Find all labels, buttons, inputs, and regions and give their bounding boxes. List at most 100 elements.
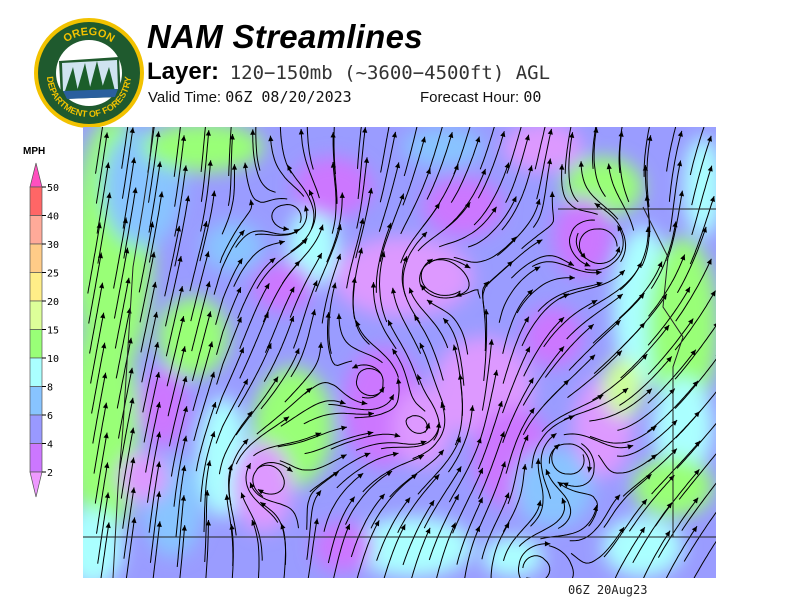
- streamline-arrow: [242, 438, 249, 445]
- streamline-arrow: [352, 363, 359, 369]
- streamline-arrow: [349, 496, 355, 503]
- streamline-arrow: [250, 129, 256, 135]
- streamline-arrow: [345, 524, 351, 531]
- streamline: [417, 436, 461, 495]
- streamline: [277, 426, 348, 448]
- streamline-arrow: [402, 256, 408, 263]
- streamline: [401, 256, 421, 324]
- forecast-hour-value: 00: [523, 88, 542, 106]
- streamline-arrow: [202, 221, 209, 227]
- streamline-arrow: [550, 433, 557, 439]
- streamline-arrow: [657, 261, 663, 268]
- streamline: [252, 461, 293, 497]
- streamline: [592, 127, 597, 169]
- streamline-arrow: [106, 192, 112, 199]
- streamline-arrow: [544, 541, 551, 547]
- streamline-arrow: [336, 253, 342, 260]
- streamline: [453, 236, 517, 263]
- streamline-arrow: [101, 342, 107, 349]
- streamline: [531, 415, 575, 469]
- streamline: [557, 481, 598, 527]
- streamline: [568, 319, 621, 371]
- layer-label: Layer:: [147, 58, 220, 85]
- streamline-arrow: [443, 318, 449, 324]
- streamline: [191, 281, 211, 352]
- streamline: [253, 432, 322, 457]
- streamline: [648, 254, 686, 317]
- wind-speed-region: [158, 297, 228, 377]
- streamline: [190, 251, 210, 322]
- streamline: [100, 522, 110, 578]
- streamline: [666, 127, 677, 172]
- streamline-arrow: [417, 455, 424, 460]
- streamline: [568, 219, 595, 267]
- streamline: [141, 311, 158, 383]
- streamline: [569, 494, 621, 542]
- streamline-arrow: [211, 190, 217, 197]
- streamline-arrow: [130, 157, 137, 164]
- streamline-arrow: [559, 164, 565, 170]
- streamline-arrow: [236, 287, 242, 294]
- streamline: [522, 346, 565, 406]
- streamline-arrow: [257, 489, 264, 495]
- streamline-arrow: [367, 430, 374, 436]
- streamline-arrow: [251, 519, 257, 526]
- streamline-arrow: [392, 451, 399, 457]
- streamline-arrow: [488, 339, 494, 345]
- streamline: [402, 136, 426, 206]
- streamline: [445, 168, 486, 229]
- streamline: [118, 367, 133, 439]
- streamline-arrow: [616, 294, 623, 300]
- streamline: [203, 460, 211, 533]
- streamline: [603, 498, 648, 558]
- legend-swatch: [29, 272, 43, 302]
- streamline: [97, 192, 111, 264]
- streamline: [650, 221, 677, 289]
- streamline: [123, 487, 135, 559]
- streamline: [505, 407, 535, 474]
- streamline: [647, 318, 694, 375]
- streamline-arrow: [414, 315, 420, 322]
- streamline-arrow: [286, 466, 293, 472]
- streamline-arrow: [497, 401, 503, 407]
- streamline: [174, 135, 185, 207]
- legend-swatch: [29, 300, 43, 330]
- streamline: [428, 127, 443, 171]
- streamline: [148, 191, 163, 263]
- streamline: [309, 452, 371, 493]
- streamline-arrow: [558, 346, 565, 353]
- streamline: [548, 545, 574, 578]
- streamline-arrow: [475, 136, 481, 143]
- streamline: [355, 367, 385, 397]
- streamline-arrow: [701, 226, 707, 233]
- streamline: [370, 473, 418, 529]
- streamline: [691, 165, 713, 236]
- streamline-arrow: [361, 400, 368, 406]
- streamline-arrow: [179, 316, 185, 322]
- streamline-arrow: [589, 354, 596, 361]
- streamline: [173, 435, 187, 507]
- streamline-arrow: [374, 520, 380, 527]
- streamline-arrow: [97, 252, 103, 259]
- streamline: [380, 127, 390, 173]
- streamline: [545, 469, 572, 529]
- svg-text:OREGON: OREGON: [61, 26, 116, 45]
- streamline: [204, 489, 208, 563]
- streamline: [119, 397, 134, 469]
- streamline-arrow: [368, 411, 374, 417]
- streamline: [240, 492, 263, 561]
- streamline: [617, 388, 676, 431]
- streamline: [507, 434, 529, 505]
- streamline: [676, 226, 707, 293]
- streamline: [423, 466, 462, 529]
- streamline: [213, 229, 245, 295]
- streamline: [397, 473, 440, 534]
- streamline: [87, 222, 101, 294]
- streamline: [490, 522, 510, 578]
- streamline-arrow: [336, 313, 342, 320]
- streamline-arrow: [553, 444, 560, 450]
- streamline-arrow: [536, 500, 542, 507]
- streamline-arrow: [130, 487, 136, 494]
- streamline-arrow: [614, 494, 621, 501]
- streamline-arrow: [641, 499, 647, 506]
